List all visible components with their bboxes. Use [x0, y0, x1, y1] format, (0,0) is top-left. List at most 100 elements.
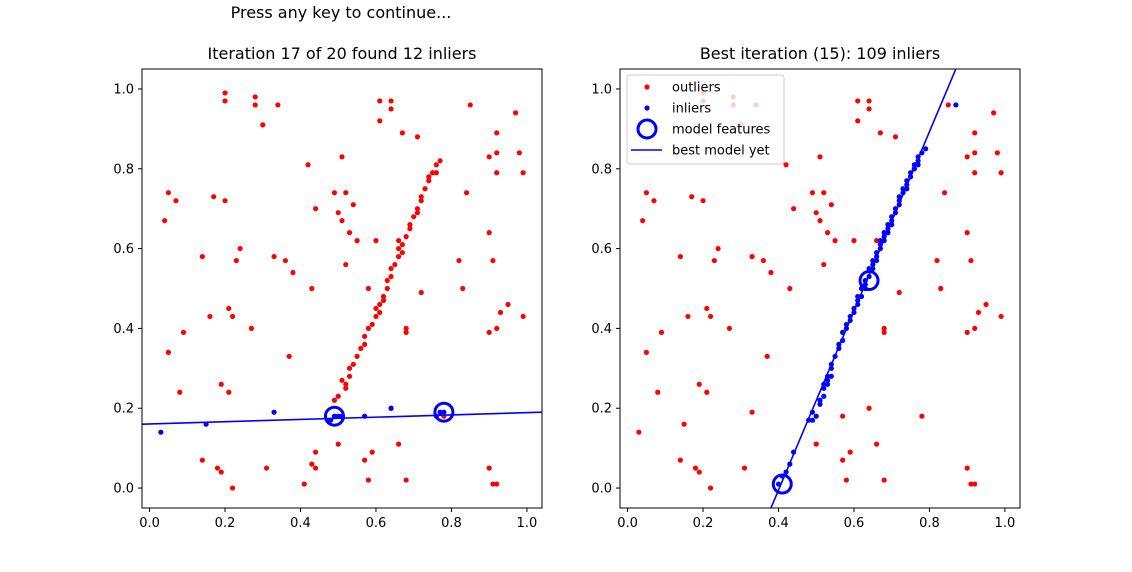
model-feature-marker [858, 270, 880, 292]
outlier-point [350, 361, 356, 367]
legend-model-feature-marker [636, 118, 658, 140]
outlier-point [286, 353, 292, 359]
outlier-point [248, 325, 255, 332]
outlier-point [339, 377, 345, 383]
outlier-point [998, 170, 1004, 176]
y-tick-label: 0.6 [591, 242, 612, 257]
outlier-point [813, 210, 819, 216]
outlier-point [211, 194, 217, 200]
outlier-point [377, 301, 383, 308]
outlier-point [964, 154, 970, 160]
outlier-point [512, 110, 519, 116]
outlier-point [335, 441, 341, 447]
outlier-point [388, 265, 394, 272]
x-tick-label: 0.4 [290, 516, 311, 531]
outlier-point [199, 457, 205, 463]
outlier-point [704, 305, 710, 312]
model-feature-marker [433, 401, 455, 423]
model-feature-marker [323, 405, 345, 427]
outlier-point [681, 421, 687, 427]
outlier-point [821, 261, 827, 268]
outlier-point [233, 257, 239, 264]
outlier-point [331, 190, 338, 196]
outlier-point [696, 469, 702, 475]
outlier-point [640, 218, 646, 224]
outlier-point [369, 449, 375, 455]
outlier-point [998, 313, 1004, 320]
outlier-point [460, 285, 466, 292]
outlier-point [866, 98, 872, 104]
outlier-point [343, 385, 349, 391]
outlier-point [486, 230, 492, 236]
inlier-point [824, 381, 831, 387]
outlier-point [972, 130, 978, 136]
outlier-point [486, 329, 492, 335]
outlier-point [463, 190, 470, 196]
inlier-point [158, 429, 164, 435]
outlier-point [411, 214, 417, 220]
outlier-point [343, 190, 349, 196]
outlier-point [896, 289, 902, 296]
outlier-point [312, 449, 319, 455]
outlier-point [207, 313, 213, 320]
outlier-point [226, 305, 232, 312]
legend-label: inliers [672, 102, 711, 117]
outlier-point [821, 190, 827, 196]
outlier-point [643, 349, 650, 355]
outlier-point [260, 122, 266, 128]
subplot-title: Iteration 17 of 20 found 12 inliers [208, 44, 477, 63]
inlier-point [271, 409, 277, 415]
figure-suptitle: Press any key to continue... [230, 3, 452, 22]
outlier-point [373, 238, 379, 244]
outlier-point [312, 465, 319, 471]
outlier-point [741, 465, 748, 471]
legend-inlier-marker [644, 105, 650, 111]
x-tick-label: 0.2 [215, 516, 236, 531]
outlier-point [282, 257, 288, 264]
outlier-point [972, 170, 978, 176]
outlier-point [222, 90, 228, 96]
outlier-point [403, 329, 409, 335]
outlier-point [343, 381, 349, 387]
inlier-point [437, 409, 443, 415]
axes-frame [141, 68, 543, 509]
outlier-point [941, 190, 948, 196]
plot-area [142, 90, 542, 491]
outlier-point [335, 393, 341, 399]
outlier-point [945, 102, 951, 108]
outlier-point [994, 150, 1000, 156]
y-tick-label: 0.4 [113, 322, 134, 337]
x-tick-label: 0.0 [139, 516, 160, 531]
inlier-point [809, 417, 816, 423]
inlier-point [817, 401, 823, 407]
outlier-point [494, 130, 500, 136]
y-tick-label: 0.2 [591, 402, 612, 417]
x-tick-label: 0.2 [693, 516, 714, 531]
outlier-point [749, 253, 755, 260]
outlier-point [651, 198, 657, 204]
outlier-point [229, 313, 236, 320]
outlier-point [373, 305, 379, 312]
outlier-point [433, 170, 439, 176]
outlier-point [790, 206, 797, 212]
outlier-point [414, 210, 421, 216]
inlier-point [817, 397, 823, 403]
outlier-point [919, 413, 925, 419]
outlier-point [429, 170, 436, 176]
outlier-point [881, 329, 887, 335]
outlier-point [505, 301, 511, 308]
outlier-point [685, 313, 691, 320]
outlier-point [346, 230, 353, 236]
outlier-point [312, 206, 319, 212]
outlier-point [707, 485, 714, 491]
outlier-point [388, 98, 394, 104]
legend-outlier-marker [644, 84, 650, 90]
outlier-point [275, 102, 281, 108]
outlier-point [840, 413, 846, 419]
outlier-point [840, 457, 846, 463]
outlier-point [177, 389, 183, 395]
outlier-point [396, 245, 402, 252]
y-tick-label: 0.0 [591, 482, 612, 497]
x-tick-label: 0.8 [441, 516, 462, 531]
y-tick-label: 0.8 [113, 162, 134, 177]
